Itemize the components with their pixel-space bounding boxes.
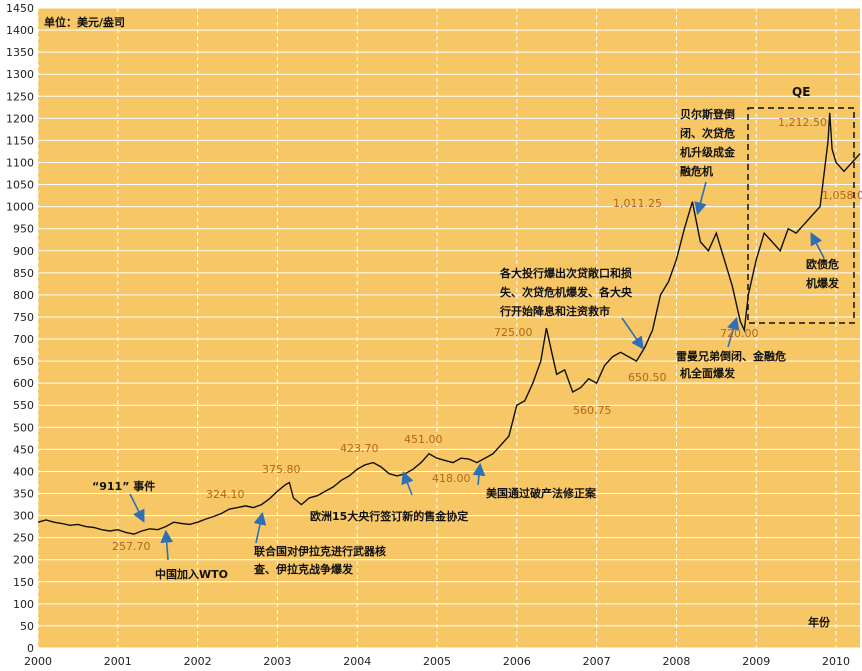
y-tick-label: 450 xyxy=(13,443,34,456)
event-note: 查、伊拉克战争爆发 xyxy=(254,562,354,576)
x-tick-label: 2004 xyxy=(343,655,371,668)
x-axis-title: 年份 xyxy=(808,615,831,629)
event-note: 欧债危 xyxy=(806,257,839,271)
y-tick-label: 400 xyxy=(13,465,34,478)
y-tick-label: 50 xyxy=(20,620,34,633)
value-label: 720.00 xyxy=(720,327,759,340)
grid xyxy=(37,7,860,649)
y-tick-label: 1300 xyxy=(6,68,34,81)
value-label: 257.70 xyxy=(112,540,151,553)
y-tick-label: 700 xyxy=(13,333,34,346)
event-note: 融危机 xyxy=(680,164,713,178)
event-arrow xyxy=(810,232,825,259)
y-tick-label: 900 xyxy=(13,245,34,258)
event-arrow xyxy=(129,493,145,523)
y-tick-label: 200 xyxy=(13,554,34,567)
y-tick-label: 250 xyxy=(13,532,34,545)
x-tick-label: 2001 xyxy=(104,655,132,668)
value-label: 1,011.25 xyxy=(613,197,662,210)
y-tick-label: 1000 xyxy=(6,201,34,214)
event-note: 机升级成金 xyxy=(680,145,736,159)
value-label: 1,212.50 xyxy=(778,116,827,129)
event-note: 欧洲15大央行签订新的售金协定 xyxy=(310,509,468,523)
y-tick-label: 1100 xyxy=(6,156,34,169)
x-tick-label: 2000 xyxy=(24,655,52,668)
y-tick-label: 150 xyxy=(13,576,34,589)
event-note: 中国加入WTO xyxy=(155,567,228,581)
event-arrow xyxy=(727,316,740,348)
x-tick-label: 2006 xyxy=(503,655,531,668)
event-arrows xyxy=(129,181,825,561)
event-note: 机全面爆发 xyxy=(680,366,736,380)
qe-dashed-box xyxy=(747,107,855,324)
y-tick-label: 500 xyxy=(13,421,34,434)
y-tick-label: 850 xyxy=(13,267,34,280)
y-tick-label: 300 xyxy=(13,510,34,523)
y-tick-label: 800 xyxy=(13,289,34,302)
plot-background xyxy=(38,8,860,648)
y-tick-label: 100 xyxy=(13,598,34,611)
y-tick-label: 1150 xyxy=(6,134,34,147)
y-tick-label: 1400 xyxy=(6,24,34,37)
x-tick-label: 2008 xyxy=(662,655,690,668)
x-tick-label: 2005 xyxy=(423,655,451,668)
y-tick-label: 1200 xyxy=(6,112,34,125)
event-note: 贝尔斯登倒 xyxy=(680,107,735,121)
event-arrow xyxy=(472,462,486,486)
value-label: 725.00 xyxy=(494,326,533,339)
x-tick-label: 2009 xyxy=(742,655,770,668)
y-tick-label: 1250 xyxy=(6,90,34,103)
event-note: 闭、次贷危 xyxy=(680,126,735,140)
value-label: 418.00 xyxy=(432,472,471,485)
x-axis: 2000 2001 2002 2003 2004 2005 2006 2007 2008 2009… xyxy=(24,655,850,668)
value-labels: 257.70 324.10 375.80 423.70 451.00 418.00 725.… xyxy=(112,116,862,553)
event-note: 美国通过破产法修正案 xyxy=(486,486,597,500)
y-tick-label: 650 xyxy=(13,355,34,368)
value-label: 560.75 xyxy=(573,404,612,417)
value-label: 650.50 xyxy=(628,371,667,384)
x-tick-label: 2007 xyxy=(583,655,611,668)
x-tick-label: 2010 xyxy=(822,655,850,668)
value-label: 324.10 xyxy=(206,488,245,501)
y-tick-label: 600 xyxy=(13,377,34,390)
event-arrow xyxy=(621,317,644,350)
value-label: 423.70 xyxy=(340,442,379,455)
event-note: 各大投行爆出次贷敞口和损 xyxy=(499,266,632,280)
value-label: 451.00 xyxy=(404,433,443,446)
y-tick-label: 750 xyxy=(13,311,34,324)
y-tick-label: 1450 xyxy=(6,2,34,15)
y-axis: 0 50 100 150 200 250 300 350 400 450 500 550 600 650 7… xyxy=(6,2,34,655)
value-label: 1,058.00 xyxy=(822,189,862,202)
y-tick-label: 1350 xyxy=(6,46,34,59)
event-arrow xyxy=(160,529,174,561)
y-tick-label: 550 xyxy=(13,399,34,412)
x-tick-label: 2003 xyxy=(263,655,291,668)
event-arrow xyxy=(694,181,707,216)
unit-label: 单位：美元/盎司 xyxy=(44,15,125,29)
event-note: 机爆发 xyxy=(806,276,840,290)
y-tick-label: 950 xyxy=(13,223,34,236)
event-note: 雷曼兄弟倒闭、金融危 xyxy=(676,349,786,363)
y-tick-label: 350 xyxy=(13,488,34,501)
qe-label: QE xyxy=(792,85,810,99)
y-tick-label: 1050 xyxy=(6,179,34,192)
event-arrow xyxy=(401,471,414,496)
event-arrow xyxy=(253,511,267,544)
y-tick-label: 0 xyxy=(27,642,34,655)
series-line-gold-price xyxy=(37,112,861,535)
event-note: 失、次贷危机爆发、各大央 xyxy=(500,285,633,299)
qe-box xyxy=(747,107,855,324)
event-note: “911” 事件 xyxy=(92,479,155,493)
value-label: 375.80 xyxy=(262,463,301,476)
event-note: 行开始降息和注资救市 xyxy=(499,304,610,318)
event-note: 联合国对伊拉克进行武器核 xyxy=(254,544,386,558)
x-tick-label: 2002 xyxy=(184,655,212,668)
